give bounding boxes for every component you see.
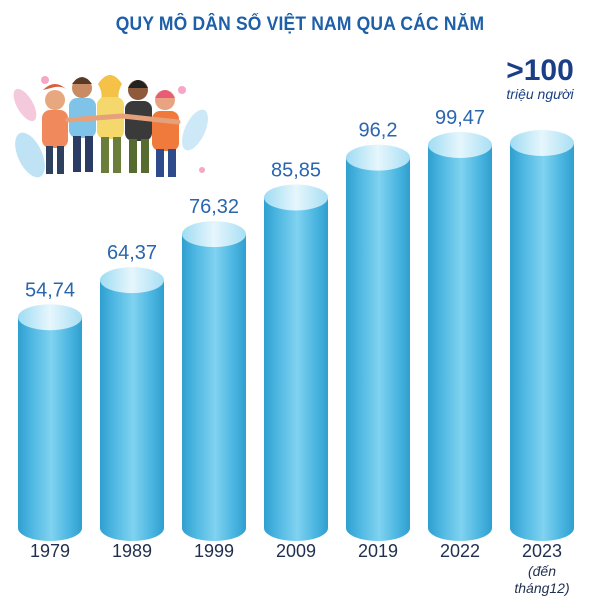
people-group-illustration [10,60,210,190]
bar-top [100,267,164,294]
category-label-1989: 1989 [112,541,152,561]
value-label-2019: 96,2 [359,120,398,142]
category-label-1999: 1999 [194,541,234,561]
category-label-2019: 2019 [358,541,398,561]
bar-top [346,144,410,171]
bar-body [428,145,492,541]
bar-1979 [18,304,82,541]
bar-top [18,304,82,331]
bar-1999 [182,221,246,541]
value-label-2022: 99,47 [435,107,485,129]
bar-body [346,157,410,541]
value-label-1999: 76,32 [189,196,239,218]
bar-2019 [346,144,410,541]
value-label-1979: 54,74 [25,279,75,301]
bar-1989 [100,267,164,541]
category-note-line-1: (đến [528,563,556,579]
category-label-2022: 2022 [440,541,480,561]
category-note-line-2: tháng12) [514,580,569,596]
bar-top [264,184,328,211]
bar-top [428,132,492,159]
category-label-2009: 2009 [276,541,316,561]
bar-body [264,197,328,542]
bar-body [182,234,246,541]
bar-body [510,143,574,541]
category-label-1979: 1979 [30,541,70,561]
value-label-1989: 64,37 [107,242,157,264]
top-value: >100 [506,54,574,87]
bar-2009 [264,184,328,542]
bars-group [18,130,574,542]
unit-label: triệu người [506,86,574,102]
category-label-2023: 2023 [522,541,562,561]
top-value-label: >100 triệu người [480,54,600,103]
bar-2023 [510,130,574,541]
labels-group: 54,74 1979 64,37 1989 76,32 1999 85,85 2009 96,2… [25,107,570,596]
bar-top [182,221,246,248]
bar-body [18,317,82,541]
bar-body [100,280,164,541]
value-label-2009: 85,85 [271,159,321,181]
chart-title: QUY MÔ DÂN SỐ VIỆT NAM QUA CÁC NĂM [115,14,485,35]
bar-top [510,130,574,156]
bar-2022 [428,132,492,541]
